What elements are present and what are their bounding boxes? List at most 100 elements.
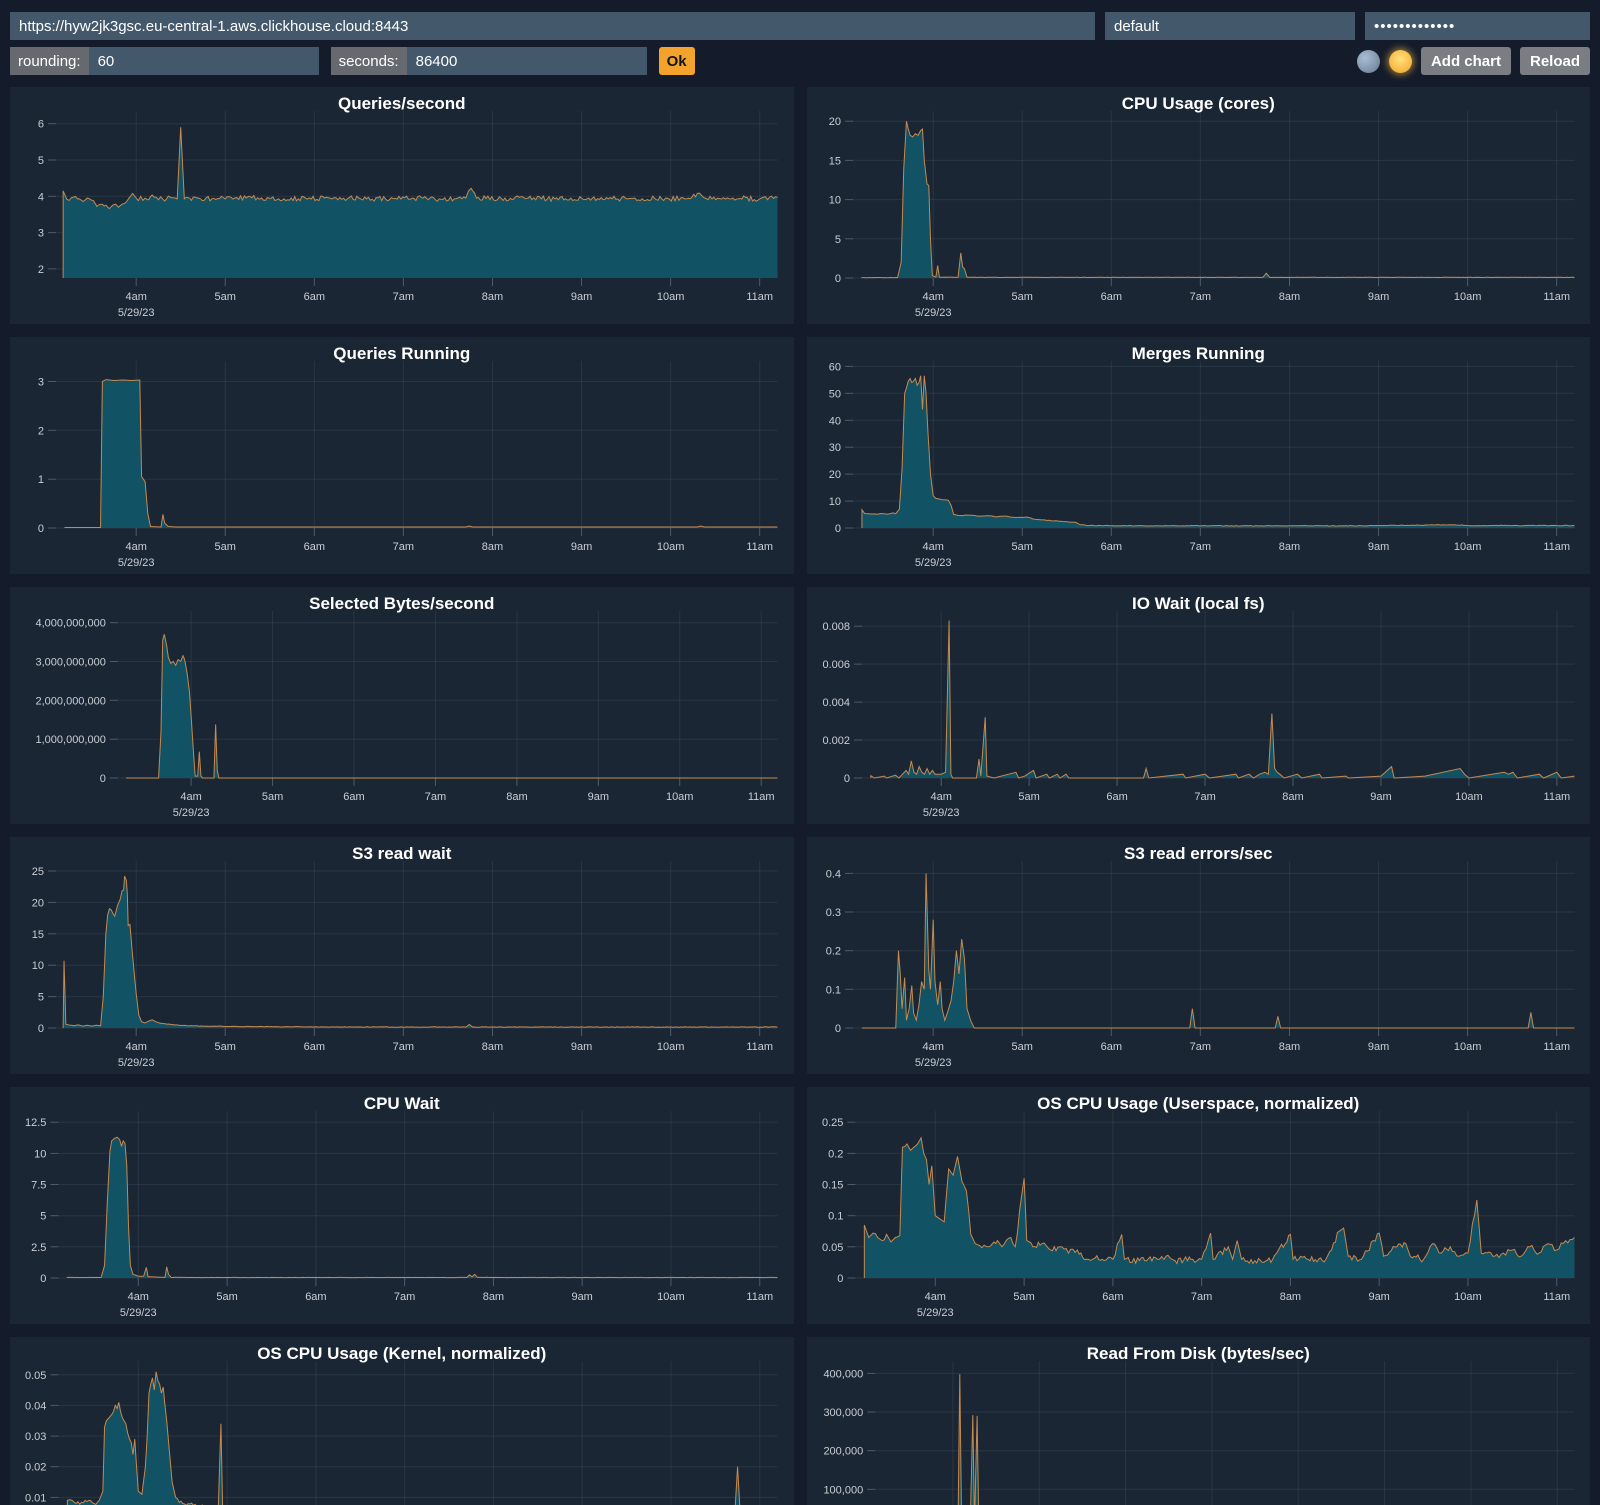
svg-text:0.006: 0.006 xyxy=(822,659,850,671)
area-series xyxy=(63,127,778,278)
svg-text:8am: 8am xyxy=(1278,1041,1299,1053)
chart-plot[interactable]: 0 5 10 15 20 25 4am 5/29/23 5am 6am 7am 8am 9am 10am 1… xyxy=(10,837,794,1074)
svg-text:0: 0 xyxy=(834,273,840,285)
svg-text:10: 10 xyxy=(32,960,44,972)
svg-text:0.002: 0.002 xyxy=(822,735,850,747)
line-series xyxy=(869,620,1575,779)
svg-text:4,000,000,000: 4,000,000,000 xyxy=(35,618,105,630)
svg-text:4am: 4am xyxy=(125,1041,146,1053)
chart-panel-10: OS CPU Usage (Kernel, normalized)00.010.… xyxy=(10,1337,794,1505)
svg-text:0: 0 xyxy=(834,1023,840,1035)
svg-text:0: 0 xyxy=(38,1023,44,1035)
svg-text:9am: 9am xyxy=(1367,541,1388,553)
svg-text:8am: 8am xyxy=(482,541,503,553)
svg-text:0.04: 0.04 xyxy=(25,1400,46,1412)
svg-text:7am: 7am xyxy=(393,541,414,553)
chart-plot[interactable]: 2 3 4 5 6 4am 5/29/23 5am 6am 7am 8am 9am 10am 11am xyxy=(10,87,794,324)
svg-text:9am: 9am xyxy=(571,291,592,303)
chart-plot[interactable]: 0 10 20 30 40 50 60 4am 5/29/23 5am 6am 7am 8am 9am 10… xyxy=(807,337,1591,574)
svg-text:2: 2 xyxy=(38,425,44,437)
svg-text:15: 15 xyxy=(828,155,840,167)
password-input[interactable] xyxy=(1365,12,1590,40)
svg-text:5am: 5am xyxy=(1013,1291,1034,1303)
svg-text:0: 0 xyxy=(38,523,44,535)
charts-grid: Queries/second 2 3 4 5 6 4am 5/29/23 5am 6am 7am 8a… xyxy=(10,87,1590,1505)
seconds-input[interactable] xyxy=(406,47,647,75)
chart-plot[interactable]: 0 2.5 5 7.5 10 12.5 4am 5/29/23 5am 6am 7am 8am 9am 1… xyxy=(10,1087,794,1324)
svg-text:11am: 11am xyxy=(1543,1041,1570,1053)
rounding-label: rounding: xyxy=(10,47,89,75)
svg-text:0.1: 0.1 xyxy=(825,984,840,996)
svg-text:10am: 10am xyxy=(657,291,685,303)
svg-text:6am: 6am xyxy=(1102,1291,1123,1303)
chart-panel-4: Selected Bytes/second 0 1,000,000,000 2,000… xyxy=(10,587,794,824)
svg-text:0.2: 0.2 xyxy=(825,946,840,958)
svg-text:10am: 10am xyxy=(1454,1291,1482,1303)
line-series xyxy=(62,875,778,1029)
svg-text:6am: 6am xyxy=(1100,291,1121,303)
chart-panel-1: CPU Usage (cores) 0 5 10 15 20 4am 5/29/23 5am 6a… xyxy=(806,87,1591,324)
reload-button[interactable]: Reload xyxy=(1519,47,1590,75)
svg-text:5am: 5am xyxy=(1018,791,1039,803)
svg-text:4am: 4am xyxy=(125,291,146,303)
svg-text:400,000: 400,000 xyxy=(823,1368,863,1380)
svg-text:11am: 11am xyxy=(1543,1291,1570,1303)
svg-text:0.03: 0.03 xyxy=(25,1431,46,1443)
controls-bar: rounding: seconds: Ok Add chart Reload xyxy=(10,47,1590,75)
svg-text:10am: 10am xyxy=(657,1041,685,1053)
svg-text:2.5: 2.5 xyxy=(31,1242,46,1254)
svg-text:0.05: 0.05 xyxy=(25,1370,46,1382)
svg-text:4am: 4am xyxy=(922,291,943,303)
svg-text:10am: 10am xyxy=(1453,291,1481,303)
svg-text:15: 15 xyxy=(32,929,44,941)
svg-text:40: 40 xyxy=(828,415,840,427)
svg-text:4am: 4am xyxy=(922,1041,943,1053)
svg-text:8am: 8am xyxy=(1278,541,1299,553)
svg-text:20: 20 xyxy=(828,469,840,481)
add-chart-button[interactable]: Add chart xyxy=(1420,47,1511,75)
chart-plot[interactable]: 0 0.002 0.004 0.006 0.008 4am 5/29/23 5am 6am 7am… xyxy=(807,587,1591,824)
line-series xyxy=(860,121,1575,279)
svg-text:2,000,000,000: 2,000,000,000 xyxy=(35,695,105,707)
svg-text:5/29/23: 5/29/23 xyxy=(118,307,155,319)
svg-text:10am: 10am xyxy=(1453,541,1481,553)
chart-plot[interactable]: 0 5 10 15 20 4am 5/29/23 5am 6am 7am 8am 9am 10am 11a… xyxy=(807,87,1591,324)
svg-text:10: 10 xyxy=(828,195,840,207)
svg-text:10am: 10am xyxy=(1453,1041,1481,1053)
svg-text:9am: 9am xyxy=(1367,291,1388,303)
svg-text:7am: 7am xyxy=(1189,291,1210,303)
area-series xyxy=(125,634,778,778)
svg-text:8am: 8am xyxy=(1282,791,1303,803)
svg-text:10am: 10am xyxy=(1455,791,1483,803)
svg-text:8am: 8am xyxy=(483,1291,504,1303)
sun-icon[interactable] xyxy=(1388,49,1412,73)
svg-text:12.5: 12.5 xyxy=(25,1117,46,1129)
svg-text:10am: 10am xyxy=(657,1291,685,1303)
chart-plot[interactable]: 0 1,000,000,000 2,000,000,000 3,000,000,000… xyxy=(10,587,794,824)
rounding-input[interactable] xyxy=(88,47,319,75)
url-input[interactable] xyxy=(10,12,1095,40)
chart-plot[interactable]: 00.010.020.030.040.054am5/29/235am6am7am… xyxy=(10,1337,794,1505)
chart-panel-0: Queries/second 2 3 4 5 6 4am 5/29/23 5am 6am 7am 8a… xyxy=(10,87,794,324)
line-series xyxy=(863,1136,1575,1278)
chart-panel-11: Read From Disk (bytes/sec)0100,000200,00… xyxy=(806,1337,1591,1505)
user-input[interactable] xyxy=(1105,12,1355,40)
chart-panel-5: IO Wait (local fs) 0 0.002 0.004 0.006 0.008 4… xyxy=(806,587,1591,824)
svg-text:6am: 6am xyxy=(1106,791,1127,803)
svg-text:11am: 11am xyxy=(746,291,773,303)
svg-text:8am: 8am xyxy=(1278,291,1299,303)
chart-plot[interactable]: 0 0.1 0.2 0.3 0.4 4am 5/29/23 5am 6am 7am 8am 9am 10… xyxy=(807,837,1591,1074)
chart-plot[interactable]: 0 1 2 3 4am 5/29/23 5am 6am 7am 8am 9am 10am 11am xyxy=(10,337,794,574)
ok-button[interactable]: Ok xyxy=(658,47,695,75)
svg-text:50: 50 xyxy=(828,388,840,400)
moon-icon[interactable] xyxy=(1356,49,1380,73)
svg-text:5am: 5am xyxy=(215,291,236,303)
chart-plot[interactable]: 0100,000200,000300,000400,0004am5/29/235… xyxy=(807,1337,1591,1505)
svg-text:0.1: 0.1 xyxy=(828,1211,843,1223)
svg-text:4am: 4am xyxy=(128,1291,149,1303)
svg-text:6am: 6am xyxy=(305,1291,326,1303)
svg-text:5: 5 xyxy=(38,992,44,1004)
svg-text:5: 5 xyxy=(38,155,44,167)
chart-plot[interactable]: 0 0.05 0.1 0.15 0.2 0.25 4am 5/29/23 5am 6am 7am 8a… xyxy=(807,1087,1591,1324)
line-series xyxy=(64,379,778,528)
